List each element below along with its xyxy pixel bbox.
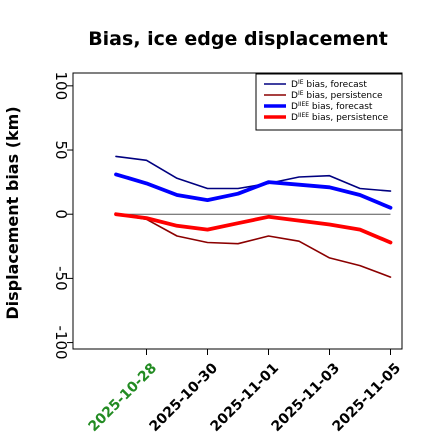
y-tick-label: -50 bbox=[52, 266, 70, 291]
plot-frame bbox=[72, 72, 403, 350]
legend-entry: DIE bias, persistence bbox=[291, 90, 383, 101]
series-layer bbox=[114, 155, 393, 278]
series-line-2 bbox=[115, 213, 392, 278]
y-tick-label: 100 bbox=[52, 72, 70, 101]
chart-title: Bias, ice edge displacement bbox=[88, 28, 388, 50]
legend-entry: DIIEE bias, persistence bbox=[291, 112, 389, 123]
y-tick-label: 50 bbox=[52, 140, 70, 159]
y-tick-label: -100 bbox=[52, 326, 70, 360]
legend-entry: DIIEE bias, forecast bbox=[291, 101, 373, 112]
series-line-3 bbox=[114, 172, 393, 210]
legend-entry: DIE bias, forecast bbox=[291, 79, 367, 90]
series-line-4 bbox=[114, 212, 393, 245]
y-tick-label: 0 bbox=[52, 209, 70, 219]
y-axis-label: Displacement bias (km) bbox=[3, 106, 22, 319]
